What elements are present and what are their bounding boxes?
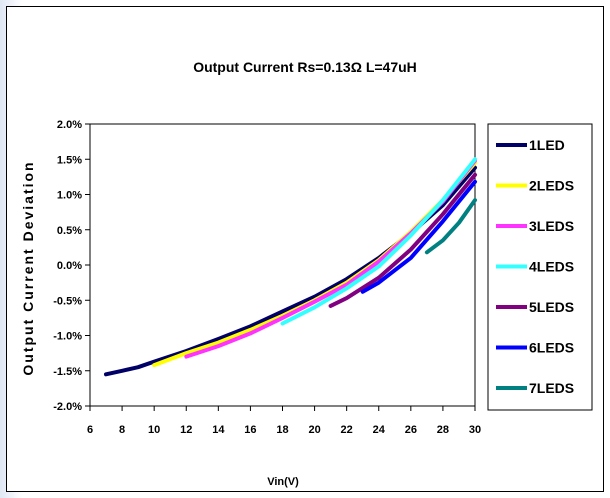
x-tick-label: 8 xyxy=(119,424,125,436)
y-tick-label: 0.5% xyxy=(57,225,82,237)
x-tick-label: 22 xyxy=(341,424,353,436)
y-tick-label: 1.0% xyxy=(57,190,82,202)
plot-area xyxy=(89,123,476,407)
legend-label-4leds: 4LEDS xyxy=(529,259,574,275)
series-line-7leds xyxy=(424,198,477,255)
x-tick-label: 16 xyxy=(244,424,256,436)
x-tick-label: 18 xyxy=(276,424,288,436)
legend-label-6leds: 6LEDS xyxy=(529,340,574,356)
legend-label-1led: 1LED xyxy=(529,137,565,153)
y-tick-label: -1.0% xyxy=(53,331,82,343)
y-tick-label: 0.0% xyxy=(57,260,82,272)
series-line-4leds xyxy=(280,157,477,326)
x-tick-label: 10 xyxy=(148,424,160,436)
series-line-6leds xyxy=(360,179,477,294)
legend-label-7leds: 7LEDS xyxy=(529,380,574,396)
x-tick-label: 30 xyxy=(469,424,481,436)
y-tick-label: 2.0% xyxy=(57,119,82,131)
legend-label-3leds: 3LEDS xyxy=(529,218,574,234)
y-axis-label: Output Current Deviation xyxy=(20,160,36,375)
series-line-5leds xyxy=(328,172,477,308)
y-tick-label: -1.5% xyxy=(53,366,82,378)
chart-title: Output Current Rs=0.13Ω L=47uH xyxy=(193,59,417,75)
x-tick-label: 28 xyxy=(437,424,449,436)
legend-label-2leds: 2LEDS xyxy=(529,178,574,194)
series-group xyxy=(104,157,477,377)
x-tick-label: 6 xyxy=(87,424,93,436)
y-tick-label: -2.0% xyxy=(53,401,82,413)
x-tick-label: 26 xyxy=(405,424,417,436)
y-tick-label: 1.5% xyxy=(57,154,82,166)
x-axis-label: Vin(V) xyxy=(267,476,299,488)
x-tick-label: 14 xyxy=(212,424,225,436)
y-tick-label: -0.5% xyxy=(53,295,82,307)
axis-ticks: 2.0% 1.5% 1.0% 0.5% 0.0% -0.5% -1.0% -1.5% -2.0%… xyxy=(53,119,481,436)
legend: 1LED 2LEDS 3LEDS 4LEDS 5LEDS 6LEDS 7LEDS xyxy=(496,137,574,396)
x-tick-label: 24 xyxy=(373,424,386,436)
legend-label-5leds: 5LEDS xyxy=(529,299,574,315)
x-tick-label: 20 xyxy=(308,424,320,436)
x-tick-label: 12 xyxy=(180,424,192,436)
